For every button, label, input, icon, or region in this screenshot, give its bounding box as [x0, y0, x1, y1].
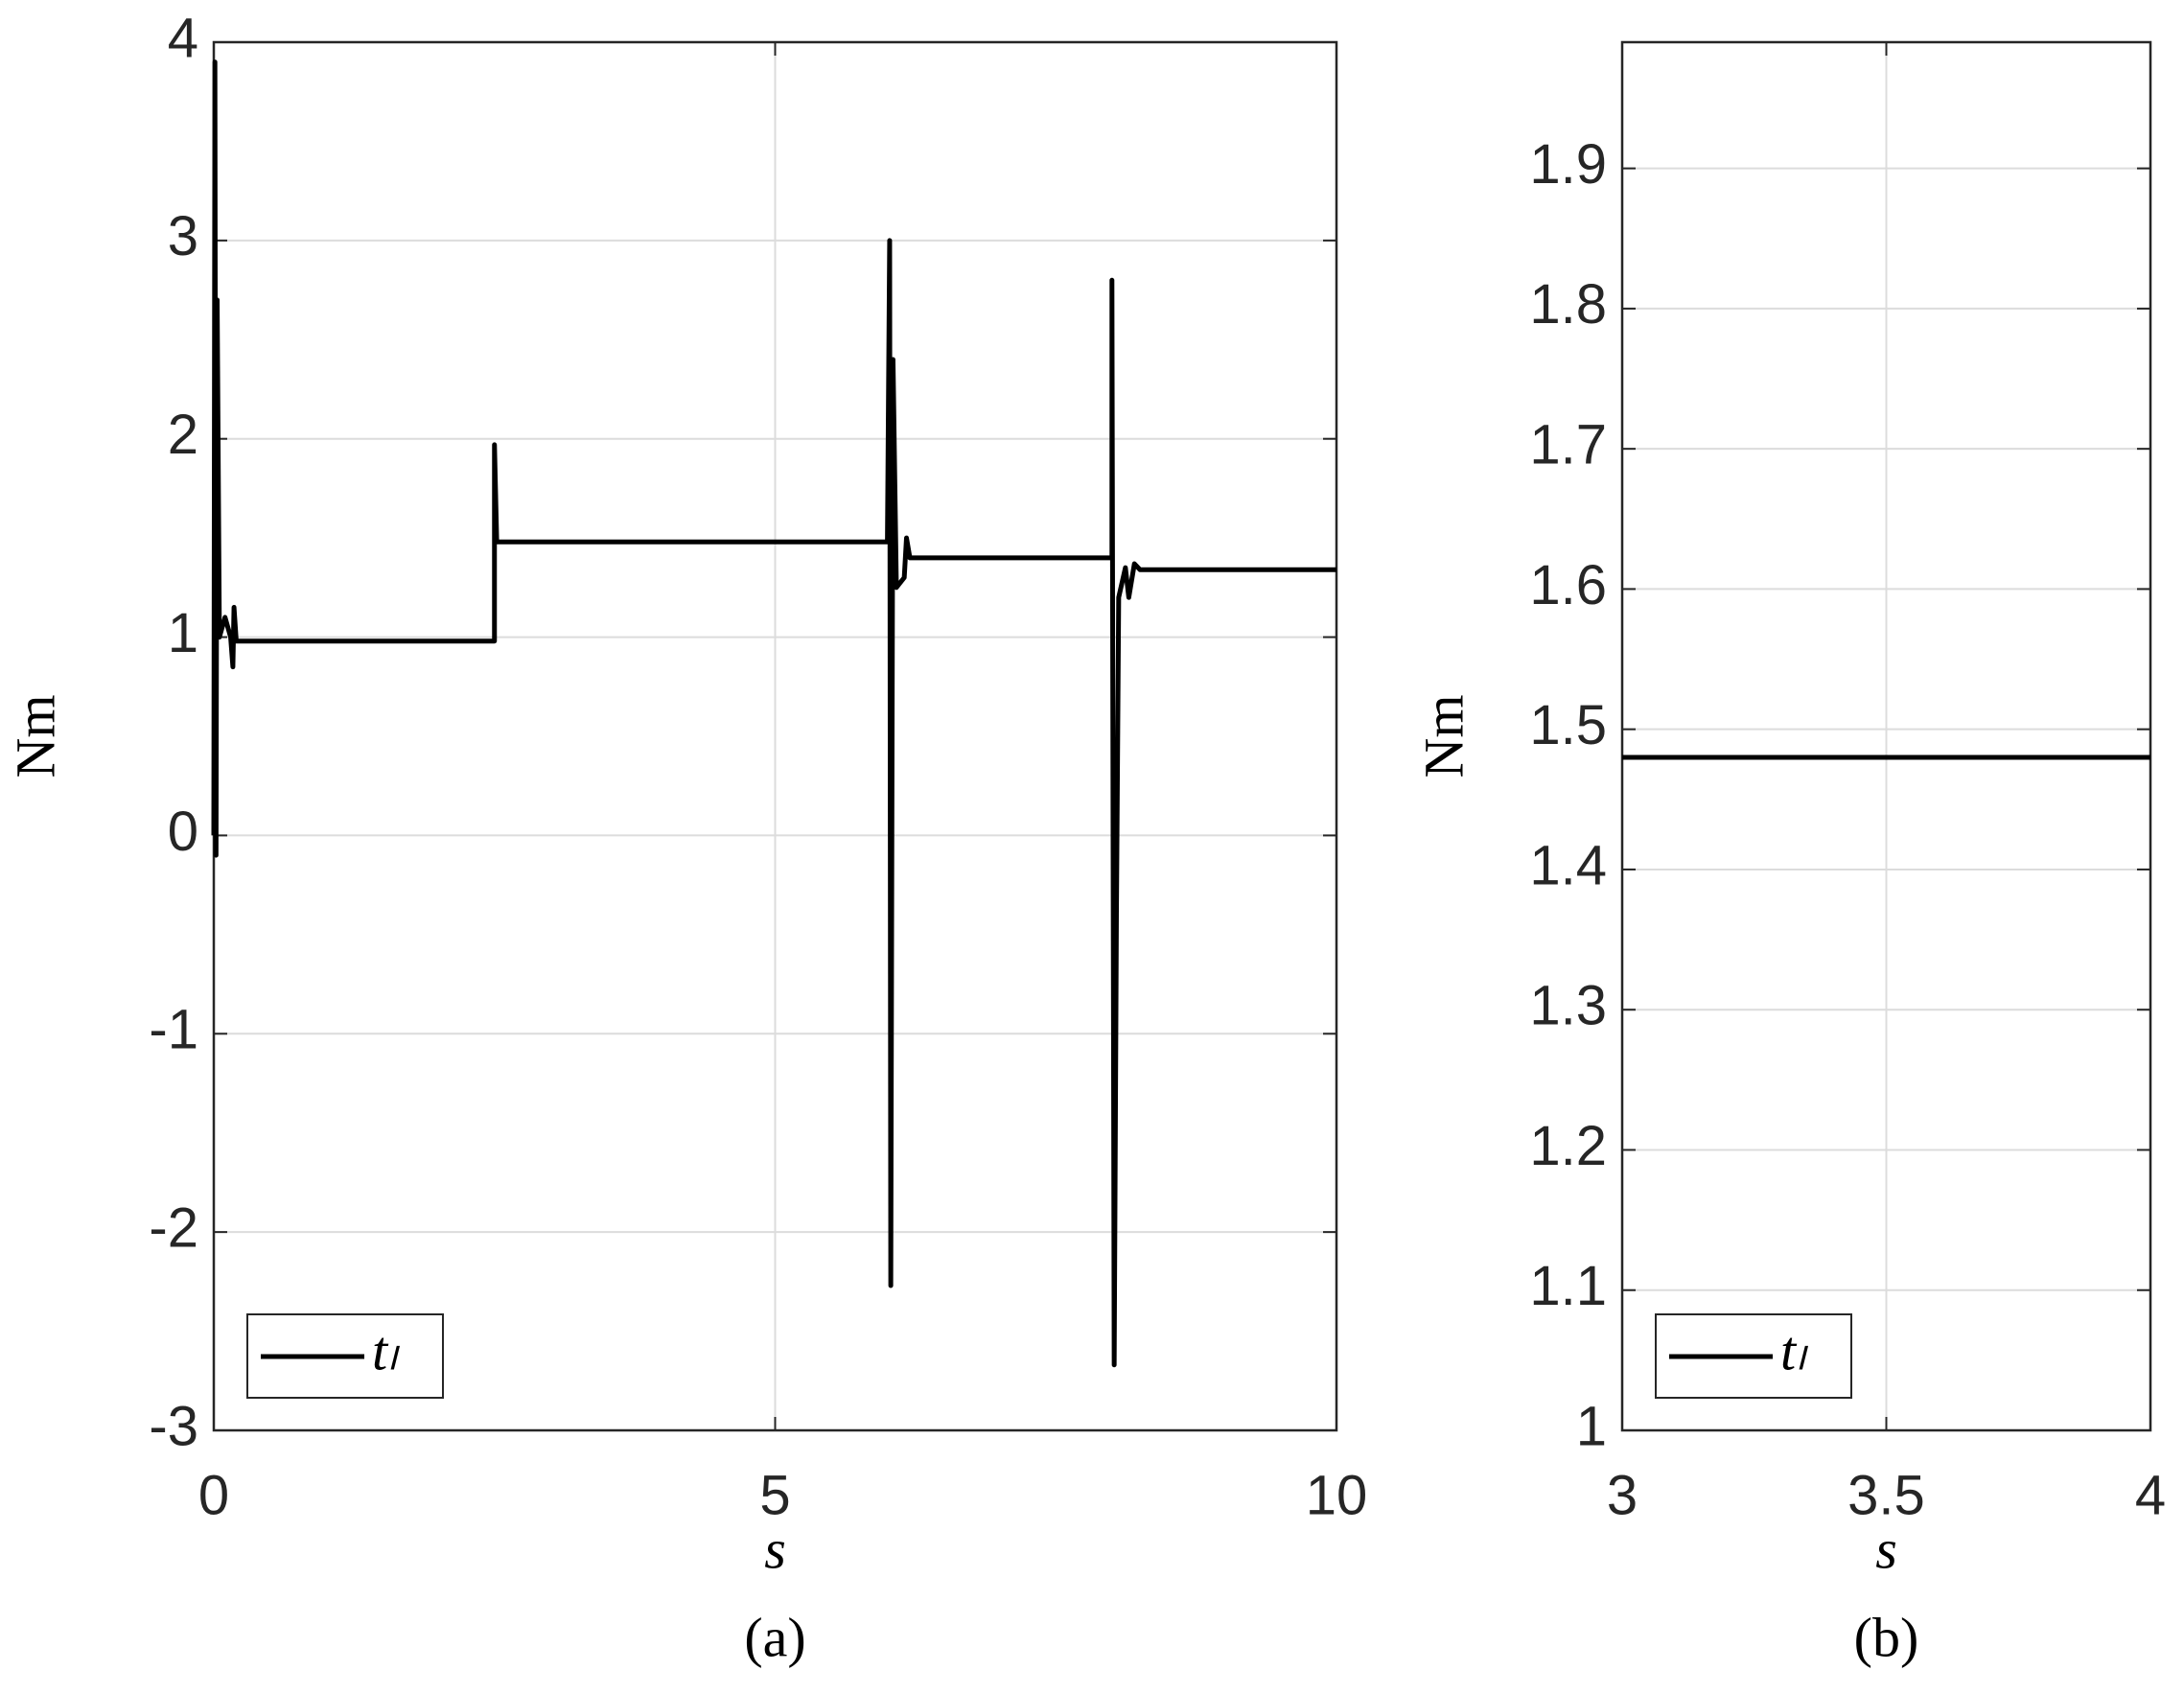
y-tick-label: 1.2	[1529, 1115, 1607, 1177]
y-axis-label: Nm	[1412, 695, 1475, 778]
y-tick-label: 1.5	[1529, 694, 1607, 756]
legend-label: tₗ	[1780, 1319, 1808, 1381]
caption: (a)	[744, 1606, 805, 1668]
y-tick-label: 1.6	[1529, 554, 1607, 616]
x-axis-label: s	[1875, 1518, 1897, 1580]
y-axis-label: Nm	[4, 695, 66, 778]
y-tick-label: 1	[1576, 1395, 1607, 1457]
caption: (b)	[1854, 1606, 1919, 1668]
x-tick-label: 0	[198, 1464, 229, 1526]
y-tick-label: 1.9	[1529, 133, 1607, 196]
y-tick-label: 1.4	[1529, 834, 1607, 896]
y-tick-label: -2	[149, 1196, 198, 1259]
y-tick-label: 2	[168, 404, 198, 466]
y-tick-label: 1.3	[1529, 975, 1607, 1037]
y-tick-label: 1.1	[1529, 1255, 1607, 1317]
y-tick-label: 1.7	[1529, 413, 1607, 476]
y-tick-label: -3	[149, 1395, 198, 1457]
axes-box	[1620, 40, 2152, 1432]
y-tick-label: 4	[168, 7, 198, 69]
y-tick-label: 0	[168, 801, 198, 863]
y-tick-label: -1	[149, 999, 198, 1061]
y-tick-label: 1.8	[1529, 273, 1607, 336]
y-tick-label: 1	[168, 602, 198, 664]
x-axis-label: s	[764, 1518, 786, 1580]
x-tick-label: 3	[1607, 1464, 1638, 1526]
x-tick-label: 4	[2135, 1464, 2166, 1526]
x-tick-label: 3.5	[1847, 1464, 1925, 1526]
x-tick-label: 10	[1306, 1464, 1368, 1526]
y-tick-label: 3	[168, 205, 198, 267]
data-line	[211, 59, 1336, 1368]
legend-label: tₗ	[372, 1319, 400, 1381]
x-tick-label: 5	[759, 1464, 790, 1526]
